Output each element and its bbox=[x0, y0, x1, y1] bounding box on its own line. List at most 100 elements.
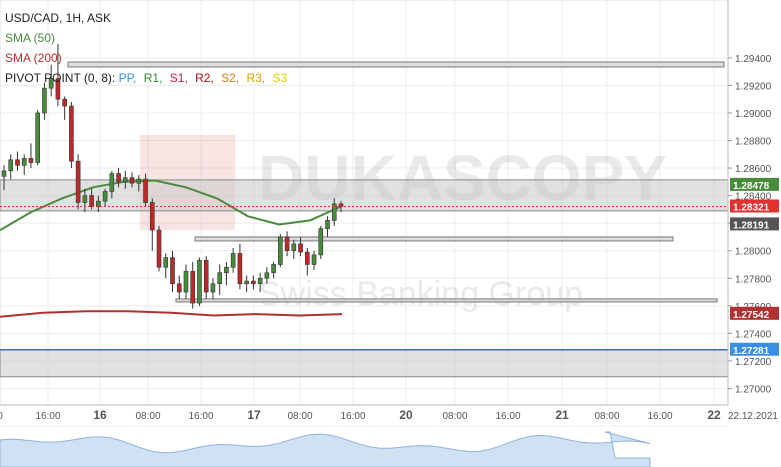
price-tick-label-7: 1.28400 bbox=[735, 192, 772, 203]
time-tick-label-2: 16 bbox=[93, 408, 107, 422]
sma50-legend[interactable]: SMA (50) bbox=[5, 31, 56, 45]
candle-body-46 bbox=[311, 254, 317, 265]
candle-body-40 bbox=[271, 264, 276, 274]
price-axis[interactable]: 1.270001.272001.274001.276001.278001.280… bbox=[727, 0, 781, 405]
candle-body-25 bbox=[170, 257, 175, 285]
price-label-bg-2 bbox=[730, 217, 779, 231]
pivot-legend-r2: R2, bbox=[195, 71, 214, 85]
time-tick-label-5: 17 bbox=[247, 408, 261, 422]
sma200-line bbox=[0, 310, 343, 318]
level-rect-s1 bbox=[194, 236, 674, 242]
candle-body-49 bbox=[331, 203, 337, 221]
candle-body-45 bbox=[304, 251, 310, 265]
level-rect-s2 bbox=[175, 298, 718, 303]
candle-body-19 bbox=[129, 177, 135, 184]
price-tick-label-9: 1.28800 bbox=[735, 137, 772, 148]
sma50-path bbox=[0, 179, 342, 231]
candle-body-34 bbox=[230, 253, 236, 268]
support-resistance-zones bbox=[0, 61, 729, 378]
price-label-bg-0 bbox=[730, 177, 779, 191]
price-tick-label-12: 1.29400 bbox=[735, 54, 772, 65]
candle-body-5 bbox=[35, 112, 41, 163]
pivot-legend-pp: PP, bbox=[118, 71, 137, 85]
time-tick-label-9: 08:00 bbox=[442, 411, 467, 422]
candle-body-35 bbox=[237, 253, 243, 285]
resistance-rect-r3 bbox=[67, 61, 725, 68]
candle-body-8 bbox=[55, 78, 61, 100]
volume-shape bbox=[0, 431, 651, 467]
price-tick-label-0: 1.27000 bbox=[735, 384, 772, 395]
sma50-line bbox=[0, 179, 342, 231]
price-label-bg-3 bbox=[730, 306, 779, 320]
candle-body-39 bbox=[264, 272, 270, 279]
time-tick-label-10: 16:00 bbox=[495, 411, 520, 422]
price-tick-label-5: 1.28000 bbox=[735, 247, 772, 258]
candle-body-41 bbox=[278, 236, 283, 265]
time-tick-label-3: 08:00 bbox=[135, 411, 160, 422]
pivot-legend[interactable]: PIVOT POINT (0, 8): PP, R1, S1, R2, S2, … bbox=[5, 68, 291, 88]
time-tick-label-1: 16:00 bbox=[35, 411, 60, 422]
candle-body-10 bbox=[69, 105, 74, 162]
sma200-legend[interactable]: SMA (200) bbox=[5, 51, 62, 65]
candle-body-43 bbox=[291, 243, 297, 252]
candle-body-1 bbox=[8, 159, 14, 172]
candle-body-18 bbox=[123, 177, 128, 183]
current-date-label: 22.12.2021 bbox=[728, 411, 778, 422]
dukascopy-watermark: DUKASCOPY Swiss Banking Group bbox=[140, 135, 667, 313]
candle-body-4 bbox=[28, 158, 34, 163]
candle-body-36 bbox=[244, 280, 249, 285]
candle-body-31 bbox=[210, 283, 216, 293]
candle-body-28 bbox=[190, 271, 196, 304]
price-label-1: 1.28321 bbox=[733, 202, 770, 213]
time-axis-bg bbox=[0, 405, 781, 425]
pivot-legend-label: PIVOT POINT (0, 8): bbox=[5, 71, 116, 85]
candle-body-17 bbox=[116, 173, 121, 183]
price-label-bg-1 bbox=[730, 199, 779, 213]
price-label-bg-4 bbox=[730, 342, 779, 356]
time-tick-label-6: 08:00 bbox=[287, 411, 312, 422]
chart-legend: USD/CAD, 1H, ASK SMA (50) SMA (200) PIVO… bbox=[5, 8, 291, 88]
price-tick-label-11: 1.29200 bbox=[735, 81, 772, 92]
candle-body-44 bbox=[298, 243, 303, 253]
candle-body-0 bbox=[1, 170, 7, 177]
time-tick-label-8: 20 bbox=[399, 408, 413, 422]
volume-area bbox=[0, 425, 728, 467]
price-label-4: 1.27281 bbox=[733, 346, 770, 357]
time-tick-label-14: 22 bbox=[707, 408, 721, 422]
candle-body-24 bbox=[163, 257, 169, 268]
candle-body-3 bbox=[21, 158, 27, 166]
price-tick-label-1: 1.27200 bbox=[735, 357, 772, 368]
candle-body-38 bbox=[257, 277, 263, 285]
candle-body-2 bbox=[15, 159, 20, 166]
price-label-2: 1.28191 bbox=[733, 220, 770, 231]
candle-body-23 bbox=[156, 229, 162, 268]
candle-body-27 bbox=[183, 271, 189, 293]
candle-body-20 bbox=[136, 178, 142, 184]
price-tick-label-10: 1.29000 bbox=[735, 109, 772, 120]
candle-body-29 bbox=[197, 260, 202, 304]
candle-body-30 bbox=[203, 260, 209, 293]
time-tick-label-0: 0 bbox=[0, 411, 3, 422]
pivot-legend-s2: S2, bbox=[221, 71, 240, 85]
candle-body-48 bbox=[325, 220, 330, 229]
time-tick-label-4: 16:00 bbox=[188, 411, 213, 422]
pivot-zone-pp bbox=[0, 179, 729, 212]
pivot-legend-s3: S3 bbox=[272, 71, 288, 85]
time-axis[interactable]: 0 16:00 16 08:00 16:00 17 08:00 16:00 20 08:00 16:… bbox=[0, 404, 781, 425]
pivot-legend-s1: S1, bbox=[169, 71, 188, 85]
pivot-zone-s3 bbox=[0, 349, 729, 378]
candle-body-47 bbox=[318, 228, 324, 256]
pivot-legend-items: PP, R1, S1, R2, S2, R3, S3 bbox=[119, 71, 292, 85]
candle-body-21 bbox=[143, 178, 148, 203]
candle-body-13 bbox=[89, 195, 94, 207]
sma200-path bbox=[0, 310, 343, 318]
candle-body-22 bbox=[149, 202, 155, 231]
time-tick-label-13: 16:00 bbox=[647, 411, 672, 422]
price-tick-label-2: 1.27400 bbox=[735, 329, 772, 340]
pivot-legend-r1: R1, bbox=[143, 71, 163, 85]
candle-body-6 bbox=[42, 87, 47, 114]
candlestick-series bbox=[1, 44, 344, 309]
watermark-tagline: Swiss Banking Group bbox=[258, 275, 583, 313]
candle-body-33 bbox=[224, 266, 229, 274]
